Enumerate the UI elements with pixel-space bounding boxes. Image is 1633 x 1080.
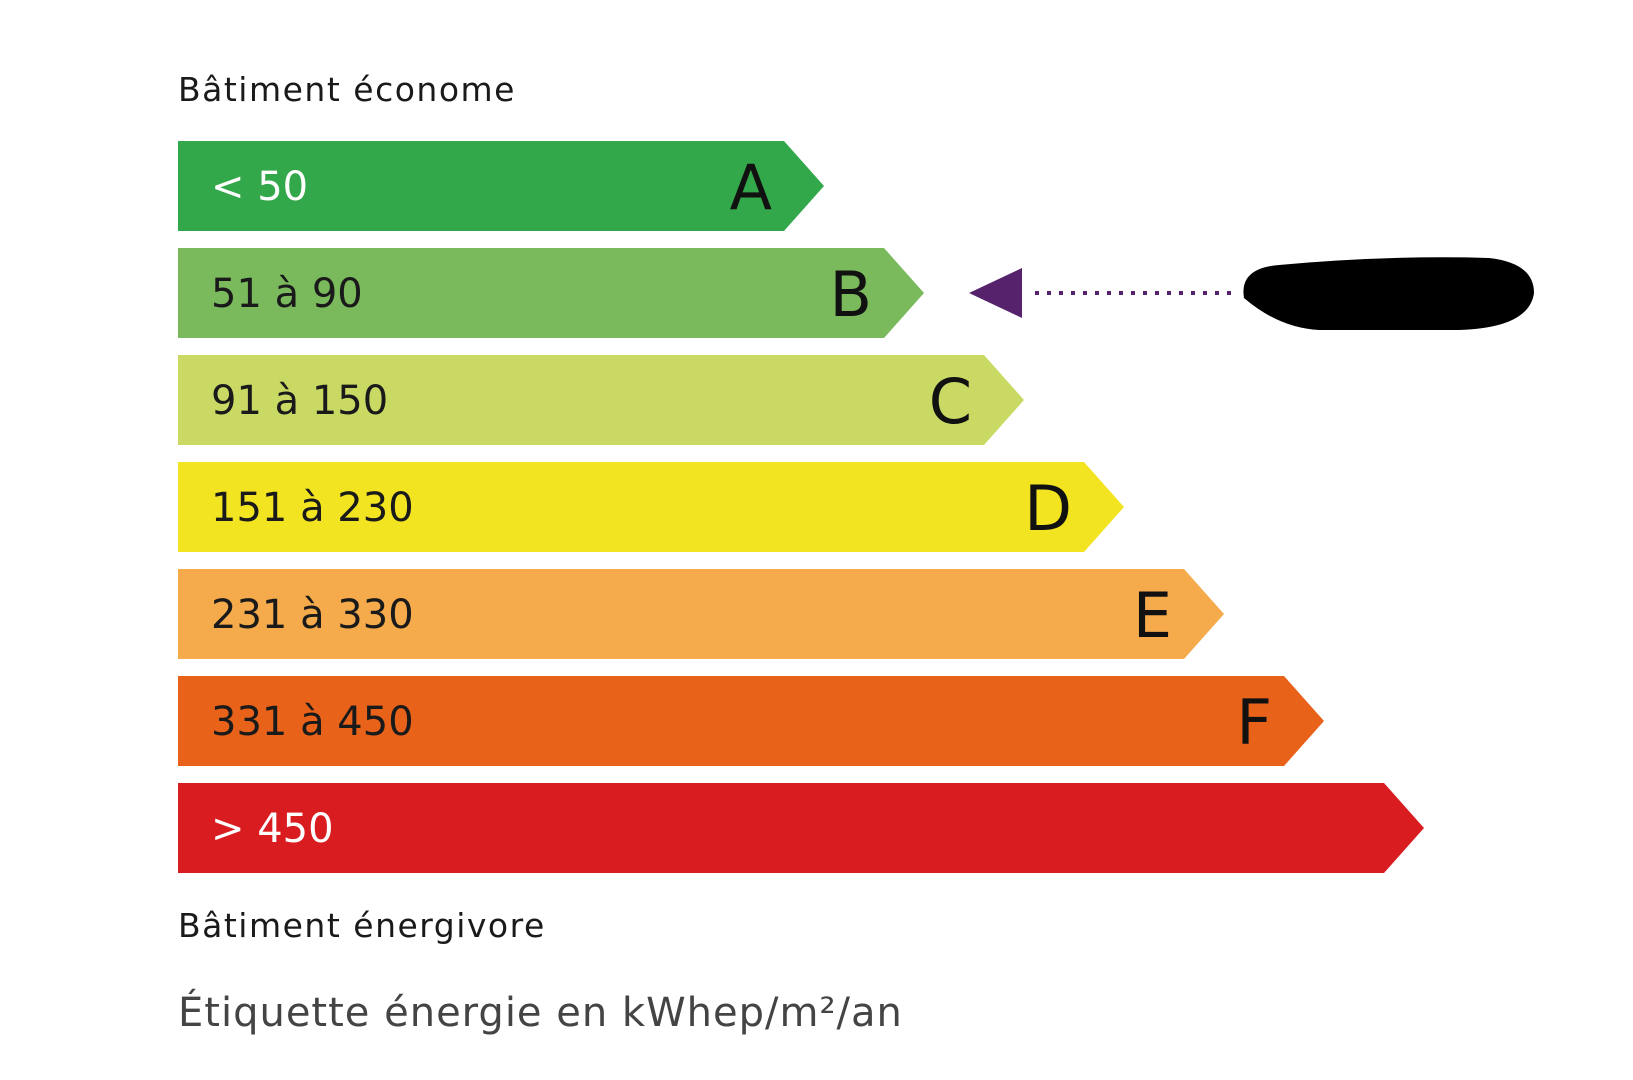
bar-A [178,141,824,231]
bar-B [178,248,924,338]
redacted-value [1243,257,1534,330]
class-letter-E: E [1133,579,1172,652]
bottom-label: Bâtiment énergivore [178,906,546,945]
indicator-arrow [969,268,1022,318]
unit-caption: Étiquette énergie en kWhep/m²/an [178,990,903,1036]
range-label-C: 91 à 150 [211,378,388,424]
class-letter-C: C [929,365,972,438]
class-letter-F: F [1236,686,1272,759]
bar-E [178,569,1224,659]
bar-F [178,676,1324,766]
range-label-A: < 50 [211,164,308,210]
class-letter-A: A [730,151,772,224]
range-label-E: 231 à 330 [211,592,414,638]
top-label: Bâtiment économe [178,70,516,109]
bar-G [178,783,1424,873]
class-letter-D: D [1024,472,1072,545]
range-label-B: 51 à 90 [211,271,363,317]
range-label-G: > 450 [211,806,334,852]
bar-C [178,355,1024,445]
range-label-D: 151 à 230 [211,485,414,531]
class-letter-B: B [829,258,872,331]
range-label-F: 331 à 450 [211,699,414,745]
bar-D [178,462,1124,552]
